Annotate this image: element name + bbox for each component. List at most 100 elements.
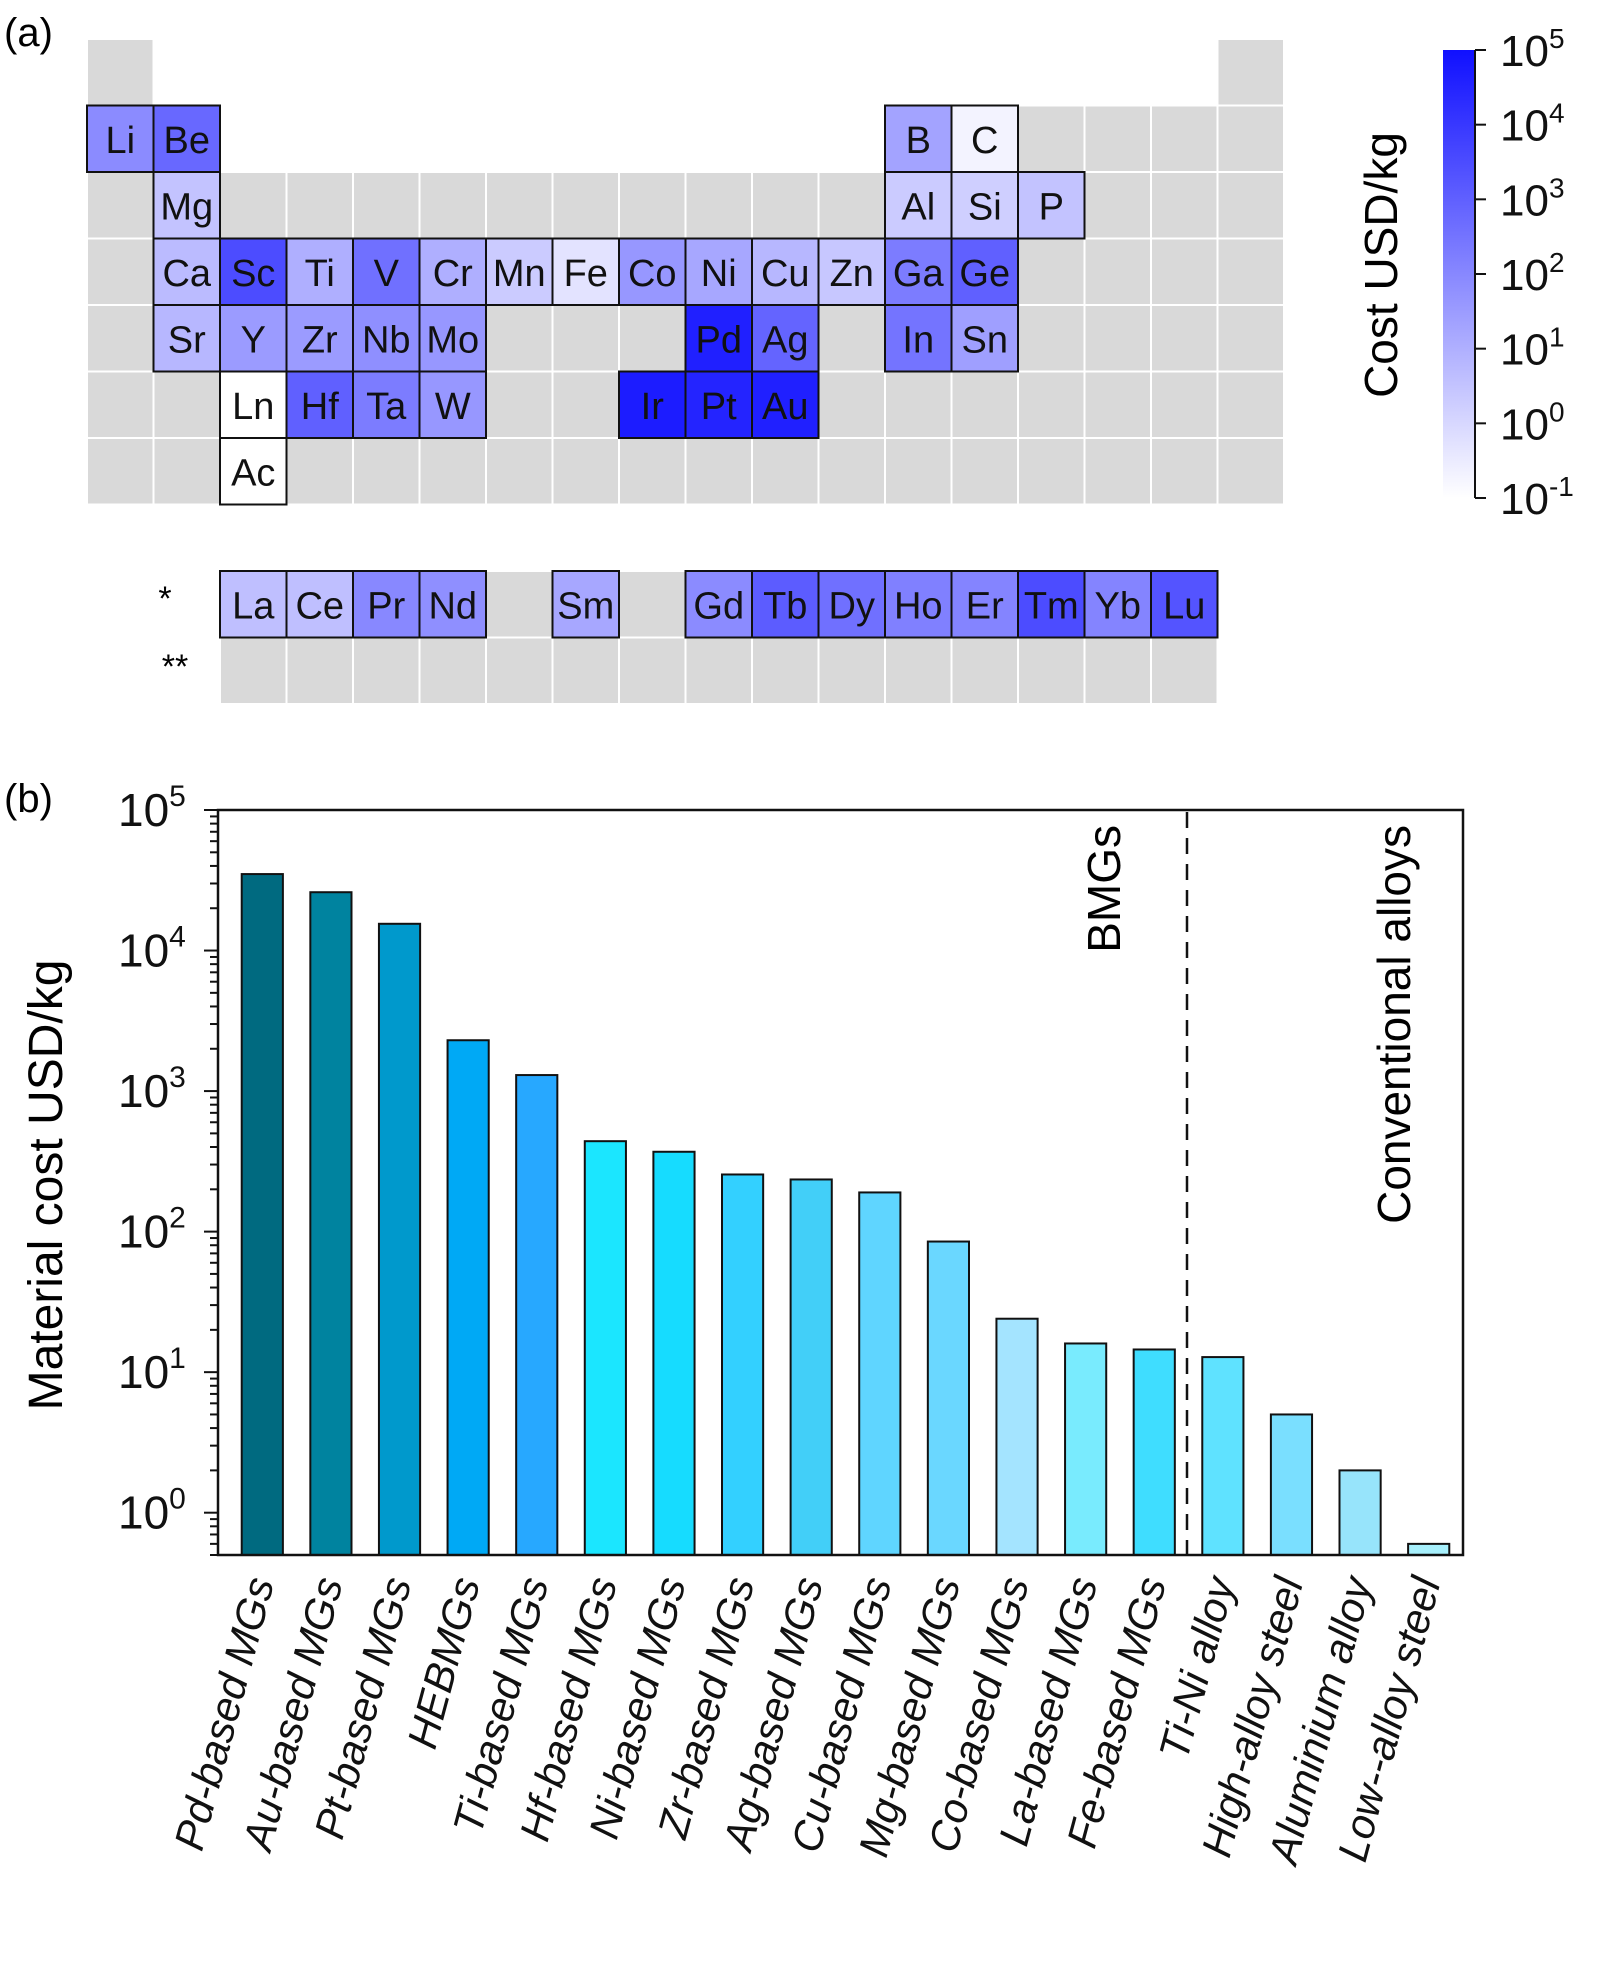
- empty-cell: [618, 636, 687, 705]
- bar-6: [583, 1140, 627, 1556]
- element-fill: [219, 237, 288, 306]
- bar-13: [1064, 1342, 1108, 1556]
- bar-15: [1201, 1356, 1245, 1557]
- plot-frame: [216, 808, 1465, 1557]
- empty-cell: [285, 171, 354, 240]
- element-symbol: Zr: [302, 319, 338, 361]
- element-fill: [551, 237, 620, 306]
- empty-cell: [352, 437, 421, 506]
- element-cell-dy: Dy: [817, 570, 886, 639]
- empty-cell: [1017, 104, 1086, 173]
- empty-cell: [618, 437, 687, 506]
- element-fill: [950, 570, 1019, 639]
- empty-cell: [1017, 370, 1086, 439]
- bar-3: [377, 922, 422, 1556]
- element-cell-nb: Nb: [352, 304, 421, 373]
- element-symbol: Si: [968, 186, 1002, 228]
- empty-cell: [1083, 237, 1152, 306]
- element-cell-lu: Lu: [1150, 570, 1219, 639]
- element-fill: [285, 570, 354, 639]
- element-cell-ln: Ln: [219, 370, 288, 439]
- element-fill: [86, 104, 155, 173]
- y-tick-label: 104: [118, 921, 186, 977]
- element-cell-ta: Ta: [352, 370, 421, 439]
- element-cell-ir: Ir: [618, 370, 687, 439]
- element-cell-ag: Ag: [751, 304, 820, 373]
- element-fill: [884, 570, 953, 639]
- empty-cell: [1150, 104, 1219, 173]
- element-symbol: Nd: [428, 585, 477, 627]
- element-symbol: W: [435, 386, 471, 428]
- colorbar-tick-label: 104: [1500, 98, 1565, 151]
- empty-cell: [1150, 237, 1219, 306]
- element-symbol: Sn: [962, 319, 1008, 361]
- element-symbol: Au: [762, 386, 808, 428]
- element-symbol: Ce: [295, 585, 344, 627]
- element-cell-pd: Pd: [684, 304, 753, 373]
- element-symbol: Hf: [301, 386, 339, 428]
- empty-cell: [1083, 370, 1152, 439]
- element-cell-in: In: [884, 304, 953, 373]
- element-cell-hf: Hf: [285, 370, 354, 439]
- empty-cell: [950, 437, 1019, 506]
- element-cell-w: W: [418, 370, 487, 439]
- group-label-conventional: Conventional alloys: [1368, 825, 1420, 1224]
- element-fill: [950, 304, 1019, 373]
- empty-cell: [1083, 304, 1152, 373]
- element-cell-ge: Ge: [950, 237, 1019, 306]
- empty-cell: [1216, 304, 1285, 373]
- y-tick-label: 100: [118, 1483, 186, 1539]
- empty-cell: [817, 304, 886, 373]
- empty-cell: [219, 636, 288, 705]
- empty-cell: [1150, 171, 1219, 240]
- empty-cell: [418, 437, 487, 506]
- empty-cell: [817, 636, 886, 705]
- element-symbol: Ge: [959, 253, 1010, 295]
- empty-cell: [86, 38, 155, 107]
- element-cell-p: P: [1017, 171, 1086, 240]
- element-cell-ho: Ho: [884, 570, 953, 639]
- element-symbol: Li: [105, 120, 135, 162]
- empty-cell: [1017, 304, 1086, 373]
- empty-cell: [1216, 38, 1285, 107]
- element-symbol: Cu: [761, 253, 810, 295]
- element-symbol: In: [902, 319, 934, 361]
- y-axis-label: Material cost USD/kg: [20, 960, 73, 1411]
- element-cell-tb: Tb: [751, 570, 820, 639]
- element-cell-si: Si: [950, 171, 1019, 240]
- element-fill: [219, 437, 288, 506]
- empty-cell: [485, 171, 554, 240]
- empty-cell: [884, 636, 953, 705]
- bar-1: [240, 873, 284, 1556]
- element-cell-co: Co: [618, 237, 687, 306]
- element-fill: [950, 171, 1019, 240]
- bar-12: [995, 1317, 1039, 1556]
- empty-cell: [751, 636, 820, 705]
- element-fill: [152, 304, 221, 373]
- empty-cell: [152, 437, 221, 506]
- bar-16: [1269, 1413, 1314, 1557]
- empty-cell: [1150, 437, 1219, 506]
- empty-cell: [485, 636, 554, 705]
- empty-cell: [817, 370, 886, 439]
- element-fill: [418, 304, 487, 373]
- element-cell-ga: Ga: [884, 237, 953, 306]
- element-fill: [352, 304, 421, 373]
- bar-7: [652, 1150, 696, 1556]
- element-fill: [950, 104, 1019, 173]
- element-fill: [684, 370, 753, 439]
- empty-cell: [950, 370, 1019, 439]
- empty-cell: [817, 437, 886, 506]
- actinide-marker: **: [162, 648, 188, 686]
- element-symbol: Ho: [894, 585, 943, 627]
- empty-cell: [485, 304, 554, 373]
- colorbar-tick-label: 103: [1500, 172, 1565, 225]
- colorbar-tick-label: 105: [1500, 23, 1565, 76]
- empty-cell: [618, 304, 687, 373]
- y-tick-label: 102: [118, 1202, 186, 1258]
- element-fill: [219, 370, 288, 439]
- element-fill: [219, 304, 288, 373]
- empty-cell: [1083, 104, 1152, 173]
- bar-chart-panel: (b) 100 101 102 103 104 105 Pd-based MGsAu-ba…: [4, 777, 1465, 1871]
